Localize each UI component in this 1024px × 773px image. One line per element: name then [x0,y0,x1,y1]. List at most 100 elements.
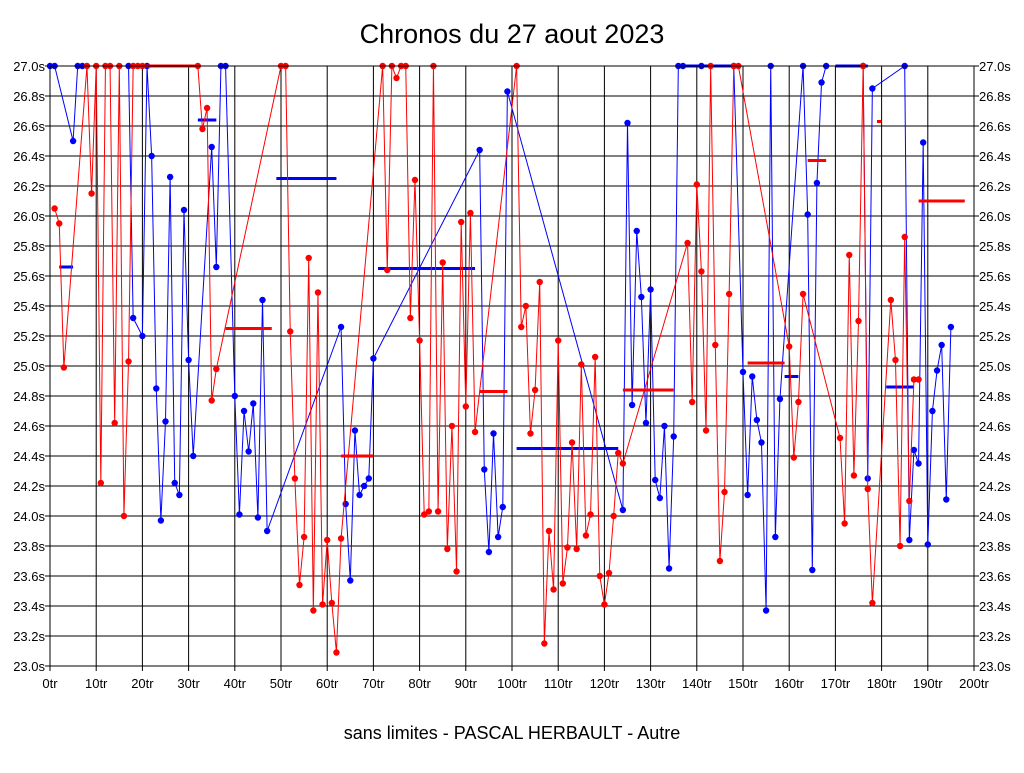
data-point-blue [254,514,262,521]
x-tick-label: 120tr [590,676,620,691]
data-point-blue [929,407,936,415]
plot-frame [49,65,975,667]
data-point-blue [772,533,779,541]
data-point-red [305,254,312,262]
data-point-red [841,520,848,527]
y-tick-label-left: 24.2s [13,479,45,494]
y-tick-label-right: 23.8s [979,539,1011,554]
data-point-red [97,479,105,487]
chart-title: Chronos du 27 aout 2023 [360,19,665,49]
data-point-red [384,266,391,274]
data-point-blue [370,355,377,362]
data-point-blue [250,400,257,407]
data-point-blue [504,88,511,95]
series-layer [46,62,965,656]
data-point-blue [804,211,811,218]
data-point-red [545,527,553,535]
data-point-blue [619,506,627,514]
data-point-red [411,176,419,184]
data-point-red [846,251,853,259]
data-point-blue [915,460,922,467]
data-point-red [416,337,423,344]
data-point-red [333,649,340,656]
x-tick-label: 180tr [867,676,897,691]
data-point-blue [494,533,502,541]
data-point-blue [499,503,506,511]
data-point-blue [166,173,174,181]
data-point-blue [185,356,192,364]
data-point-red [795,398,802,406]
y-tick-label-left: 26.8s [13,89,45,104]
y-tick-label-right: 24.4s [979,449,1011,464]
data-point-red [300,533,308,541]
x-tick-label: 110tr [544,676,573,691]
data-point-red [522,302,530,310]
data-point-red [319,601,326,608]
x-tick-label: 70tr [362,676,385,691]
y-tick-label-right: 23.4s [979,599,1011,614]
y-tick-label-left: 25.4s [13,299,45,314]
axis-layer: 0tr 10tr 20tr 30tr 40tr 50tr 60tr 70tr 80tr 90tr 1… [13,59,1011,691]
data-point-blue [642,419,650,427]
data-point-red [203,104,211,112]
data-point-red [296,581,303,589]
data-point-red [88,190,95,197]
series-blue [46,62,955,614]
y-tick-label-left: 23.2s [13,629,45,644]
data-point-red [467,209,474,217]
y-tick-label-right: 26.6s [979,119,1011,134]
data-point-blue [919,139,927,146]
data-point-red [314,289,322,296]
data-point-red [51,205,58,212]
data-point-red [208,397,215,404]
y-tick-label-right: 24.2s [979,479,1011,494]
y-tick-label-left: 25.6s [13,269,45,284]
data-point-blue [171,479,178,487]
data-point-blue [633,227,640,235]
data-point-red [869,599,876,607]
data-point-blue [906,536,913,544]
data-point-red [120,512,128,520]
data-point-red [518,323,525,331]
data-point-blue [347,577,354,584]
data-point-blue [753,416,761,424]
data-point-red [601,601,608,608]
data-point-red [698,268,705,275]
data-point-blue [180,206,188,214]
data-point-blue [153,385,160,392]
data-point-red [434,508,442,515]
data-point-blue [924,541,931,548]
data-point-blue [259,296,266,304]
data-point-blue [476,146,483,154]
data-point-blue [157,517,165,524]
data-point-red [716,557,724,565]
data-point-red [453,568,460,575]
data-point-red [799,290,807,298]
data-point-red [393,74,400,82]
y-tick-label-right: 25.6s [979,269,1011,284]
data-point-red [712,341,719,349]
data-point-blue [762,607,770,614]
data-point-blue [213,263,220,271]
data-point-red [619,460,627,467]
data-point-red [910,376,918,383]
data-point-blue [818,79,825,86]
data-point-blue [628,401,636,409]
data-point-blue [240,407,248,415]
data-point-red [901,233,908,241]
data-point-blue [665,565,673,572]
data-point-red [559,580,567,587]
x-tick-label: 10tr [85,676,108,691]
data-point-red [541,640,548,647]
data-point-blue [758,439,765,446]
data-point-blue [490,430,497,437]
y-tick-label-left: 24.4s [13,449,45,464]
data-point-red [578,361,585,368]
x-tick-label: 170tr [821,676,851,691]
data-point-blue [933,367,941,374]
y-tick-label-left: 23.0s [13,659,45,674]
y-tick-label-left: 23.6s [13,569,45,584]
data-point-red [702,427,710,434]
y-tick-label-left: 24.6s [13,419,45,434]
